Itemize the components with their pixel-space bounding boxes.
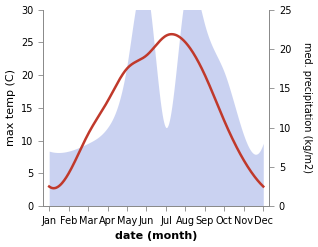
X-axis label: date (month): date (month) [115,231,197,242]
Y-axis label: med. precipitation (kg/m2): med. precipitation (kg/m2) [302,42,313,173]
Y-axis label: max temp (C): max temp (C) [5,69,16,146]
